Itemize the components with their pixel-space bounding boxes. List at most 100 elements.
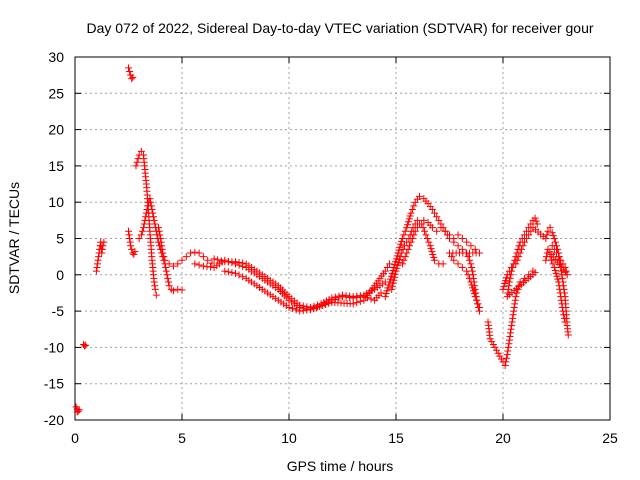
data-point-afternoon-peak xyxy=(385,281,393,289)
data-point-evening-peak xyxy=(500,282,508,290)
data-point-spike-2-5h xyxy=(164,278,172,286)
data-point-evening-peak xyxy=(503,271,511,279)
data-point-afternoon-peak xyxy=(428,205,436,213)
data-point-afternoon-peak xyxy=(411,227,419,235)
data-point-afternoon-peak xyxy=(386,275,394,283)
data-point-afternoon-peak xyxy=(413,224,421,232)
data-point-afternoon-peak xyxy=(403,224,411,232)
data-point-evening-peak xyxy=(501,280,509,288)
data-point-spike-2-5h xyxy=(152,291,160,299)
data-point-midday-band-b xyxy=(239,273,247,281)
data-point-afternoon-peak xyxy=(408,235,416,242)
data-point-evening-peak xyxy=(515,253,523,261)
data-point-midday-band-b xyxy=(221,267,229,275)
data-point-spike-2-5h xyxy=(137,231,145,239)
data-point-afternoon-peak xyxy=(381,293,389,301)
x-tick-label: 10 xyxy=(281,430,297,446)
data-point-midday-band-b xyxy=(306,306,314,314)
data-point-midday-band-a xyxy=(195,261,203,269)
data-point-midday-band-b xyxy=(386,260,394,268)
data-point-afternoon-peak xyxy=(395,256,403,264)
data-point-evening-peak xyxy=(560,311,568,319)
data-point-evening-peak xyxy=(525,231,533,239)
data-point-spike-2-5h xyxy=(126,68,134,76)
data-point-spike-2-5h xyxy=(138,227,146,235)
data-point-midday-band-b xyxy=(232,269,239,277)
data-point-spike-2-5h xyxy=(149,213,157,221)
data-point-evening-peak xyxy=(549,260,557,268)
data-point-evening-peak xyxy=(544,245,552,253)
data-point-spike-2-5h xyxy=(125,64,132,72)
data-point-afternoon-peak xyxy=(464,253,472,261)
data-point-evening-peak xyxy=(509,314,517,322)
data-point-evening-peak xyxy=(513,256,521,264)
data-point-afternoon-peak xyxy=(428,224,436,232)
data-point-evening-peak xyxy=(502,358,510,366)
data-point-afternoon-peak xyxy=(468,281,476,289)
data-point-afternoon-peak xyxy=(397,240,405,248)
data-point-evening-peak xyxy=(557,256,565,264)
data-point-spike-2-5h xyxy=(199,253,207,261)
data-point-afternoon-peak xyxy=(388,285,396,293)
data-point-evening-peak xyxy=(546,224,554,232)
data-point-evening-peak xyxy=(551,266,559,274)
data-point-spike-2-5h xyxy=(164,274,172,282)
data-point-early-cluster xyxy=(95,253,103,261)
data-point-evening-peak xyxy=(519,242,527,250)
data-point-evening-peak xyxy=(511,296,519,304)
data-point-evening-peak xyxy=(548,229,556,237)
data-point-afternoon-peak xyxy=(408,205,416,213)
data-point-afternoon-peak xyxy=(441,227,449,235)
data-point-afternoon-peak xyxy=(465,274,473,282)
y-tick-labels: -20 -15 -10 -5 0 5 10 15 20 25 30 xyxy=(44,49,64,428)
data-point-afternoon-peak xyxy=(433,213,441,221)
data-point-spike-2-5h xyxy=(208,259,216,267)
data-point-early-cluster xyxy=(99,242,107,250)
data-point-early-cluster xyxy=(74,407,82,415)
data-point-afternoon-peak xyxy=(431,256,439,264)
data-point-evening-peak xyxy=(542,256,550,264)
data-point-midday-band-b xyxy=(309,305,317,313)
data-point-midday-band-b xyxy=(232,258,239,266)
x-tick-label: 20 xyxy=(495,430,511,446)
data-point-afternoon-peak xyxy=(426,242,434,250)
data-point-afternoon-peak xyxy=(448,253,456,261)
data-point-midday-band-b xyxy=(383,264,391,272)
data-point-evening-peak xyxy=(555,282,563,290)
data-point-evening-peak xyxy=(502,277,510,285)
data-point-spike-2-5h xyxy=(162,264,170,272)
data-point-spike-2-5h xyxy=(126,235,134,242)
y-tick-label: 5 xyxy=(56,231,64,247)
data-point-spike-2-5h xyxy=(148,205,156,213)
data-point-evening-peak xyxy=(549,232,557,240)
data-point-early-cluster xyxy=(92,267,100,275)
data-point-afternoon-peak xyxy=(446,231,453,239)
data-point-afternoon-peak xyxy=(450,256,458,264)
data-point-evening-peak xyxy=(491,343,499,351)
data-point-afternoon-peak xyxy=(407,238,415,246)
data-point-afternoon-peak xyxy=(406,242,414,250)
data-point-spike-2-5h xyxy=(129,73,137,81)
data-point-evening-peak xyxy=(499,285,507,293)
data-point-afternoon-peak xyxy=(469,284,477,292)
data-point-evening-peak xyxy=(527,220,535,228)
data-point-evening-peak xyxy=(506,333,514,341)
data-point-afternoon-peak xyxy=(395,258,403,266)
data-point-afternoon-peak xyxy=(439,260,447,268)
data-point-evening-peak xyxy=(511,300,519,308)
data-point-midday-band-b xyxy=(285,303,293,311)
data-point-afternoon-peak xyxy=(398,237,406,245)
data-point-evening-peak xyxy=(494,349,502,357)
data-point-spike-2-5h xyxy=(174,260,182,268)
data-point-early-cluster xyxy=(98,249,106,257)
data-point-evening-peak xyxy=(501,362,509,370)
data-point-afternoon-peak xyxy=(389,266,397,274)
data-point-spike-2-5h xyxy=(151,285,159,293)
data-point-afternoon-peak xyxy=(406,212,414,220)
data-point-early-cluster xyxy=(93,260,101,268)
data-point-evening-peak xyxy=(496,352,504,360)
x-tick-label: 0 xyxy=(71,430,79,446)
data-point-afternoon-peak xyxy=(391,270,399,278)
data-point-afternoon-peak xyxy=(425,238,433,246)
data-point-evening-peak xyxy=(504,289,512,297)
